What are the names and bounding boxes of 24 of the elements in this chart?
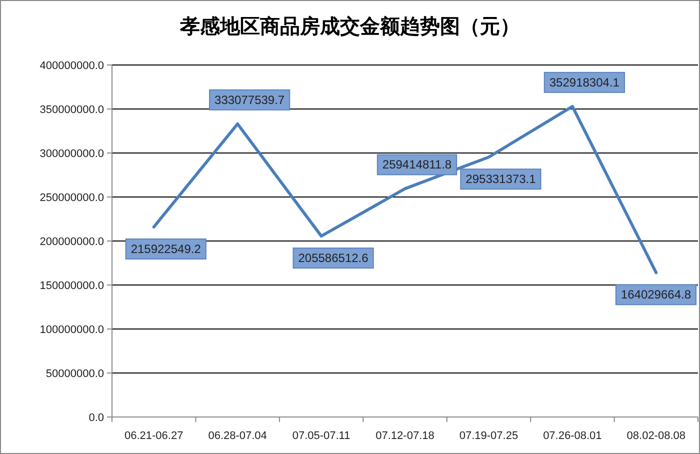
x-tick-label: 07.26-08.01 [543,430,602,442]
data-label: 259414811.8 [382,158,452,172]
y-tick-label: 300000000.0 [40,148,104,160]
x-tick-label: 07.12-07.18 [376,430,434,442]
x-tick-label: 06.28-07.04 [208,430,267,442]
x-tick-label: 06.21-06.27 [124,430,184,442]
y-tick-label: 150000000.0 [40,280,104,292]
chart-title: 孝感地区商品房成交金额趋势图（元） [179,15,520,38]
data-label: 352918304.1 [549,75,620,90]
y-tick-label: 350000000.0 [40,104,104,116]
data-label: 215922549.2 [130,242,202,256]
x-tick-label: 07.19-07.25 [459,430,518,442]
x-tick-label: 08.02-08.08 [626,430,686,442]
y-tick-label: 50000000.0 [46,368,104,380]
y-tick-label: 100000000.0 [40,324,104,336]
data-label: 333077539.7 [214,92,285,107]
y-tick-label: 250000000.0 [40,192,104,204]
y-tick-label: 0.0 [88,412,104,424]
data-label: 164029664.8 [620,288,692,302]
y-tick-label: 400000000.0 [40,60,104,72]
data-label: 295331373.1 [466,172,536,186]
y-tick-label: 200000000.0 [40,236,104,248]
x-tick-label: 07.05-07.11 [292,430,350,442]
data-label: 205586512.6 [298,251,369,266]
